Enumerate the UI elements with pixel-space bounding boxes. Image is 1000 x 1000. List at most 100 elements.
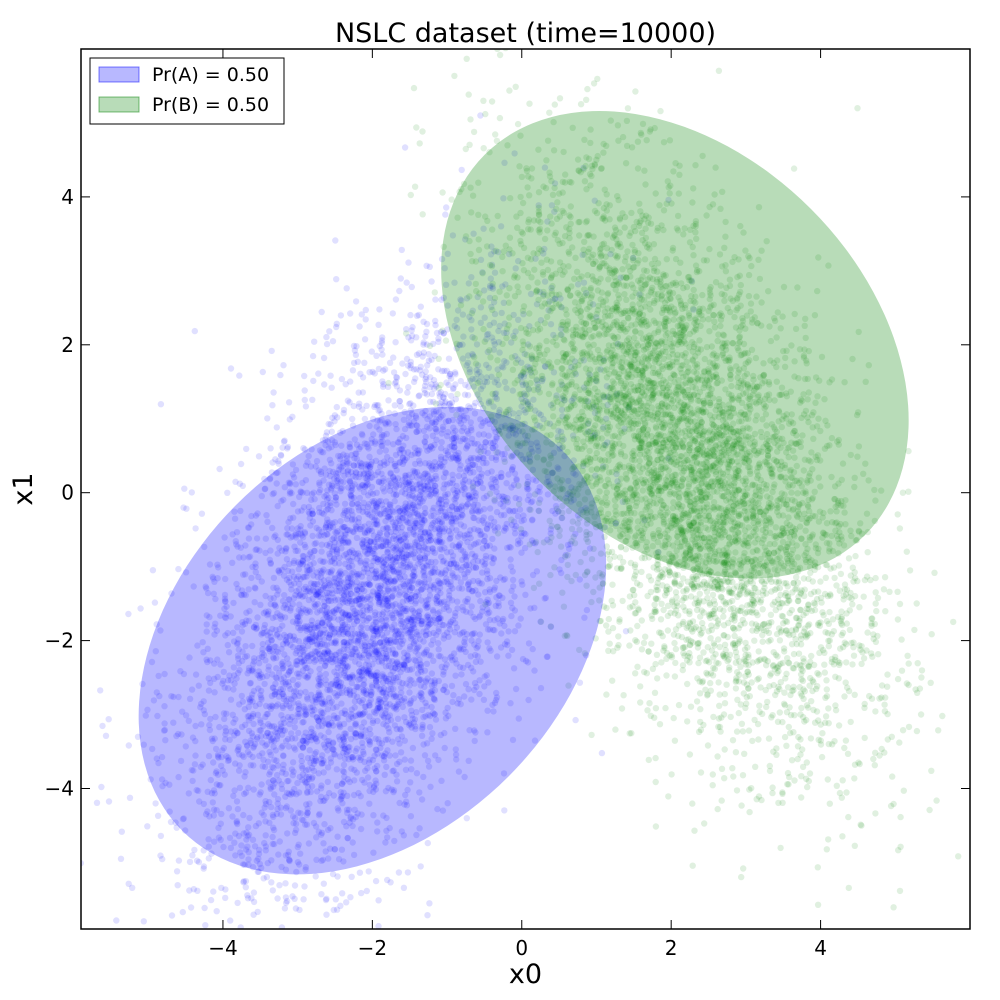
data-point bbox=[580, 462, 587, 470]
data-point bbox=[389, 519, 396, 526]
data-point bbox=[408, 283, 415, 291]
data-point bbox=[328, 652, 336, 660]
data-point bbox=[349, 415, 356, 423]
data-point bbox=[422, 538, 429, 545]
data-point bbox=[325, 649, 332, 656]
data-point bbox=[297, 850, 304, 857]
data-point bbox=[193, 786, 200, 794]
data-point bbox=[126, 794, 134, 801]
data-point bbox=[238, 723, 246, 731]
data-point bbox=[326, 589, 333, 597]
data-point bbox=[351, 610, 358, 618]
data-point bbox=[350, 359, 358, 367]
data-point bbox=[461, 532, 468, 539]
data-point bbox=[407, 697, 415, 704]
data-point bbox=[320, 655, 327, 663]
data-point bbox=[393, 374, 400, 381]
data-point bbox=[183, 505, 190, 512]
data-point bbox=[302, 403, 310, 410]
data-point bbox=[505, 432, 512, 439]
data-point bbox=[388, 626, 396, 633]
data-point bbox=[264, 415, 271, 422]
data-point bbox=[294, 613, 302, 621]
data-point bbox=[290, 633, 297, 640]
data-point bbox=[342, 730, 349, 737]
data-point bbox=[403, 355, 411, 363]
data-point bbox=[586, 371, 593, 378]
data-point bbox=[335, 616, 342, 623]
data-point bbox=[190, 886, 197, 893]
data-point bbox=[304, 805, 311, 812]
data-point bbox=[315, 717, 322, 724]
data-point bbox=[415, 614, 422, 622]
data-point bbox=[445, 381, 452, 388]
data-point bbox=[234, 747, 241, 754]
data-point bbox=[480, 459, 487, 467]
data-point bbox=[260, 722, 267, 730]
data-point bbox=[430, 657, 437, 664]
data-point bbox=[471, 686, 478, 694]
data-point bbox=[399, 552, 406, 560]
data-point bbox=[547, 321, 555, 328]
data-point bbox=[277, 371, 284, 379]
data-point bbox=[195, 858, 203, 866]
data-point bbox=[330, 750, 338, 758]
data-point bbox=[271, 602, 278, 609]
data-point bbox=[381, 366, 389, 373]
data-point bbox=[423, 391, 431, 398]
data-point bbox=[499, 617, 506, 625]
data-point bbox=[331, 689, 338, 697]
data-point bbox=[374, 556, 381, 563]
data-point bbox=[333, 587, 340, 595]
data-point bbox=[222, 894, 229, 902]
data-point bbox=[281, 905, 289, 912]
data-point bbox=[279, 641, 287, 648]
data-point bbox=[507, 599, 515, 606]
data-point bbox=[435, 338, 442, 345]
data-point bbox=[262, 657, 269, 664]
data-point bbox=[419, 706, 426, 714]
data-point bbox=[264, 859, 271, 867]
data-point bbox=[363, 617, 370, 624]
data-point bbox=[407, 526, 414, 533]
data-point bbox=[440, 671, 447, 678]
data-point bbox=[326, 467, 333, 475]
data-point bbox=[457, 462, 464, 469]
data-point bbox=[236, 372, 243, 379]
data-point bbox=[242, 789, 250, 796]
data-point bbox=[374, 500, 381, 507]
data-point bbox=[400, 507, 407, 514]
data-point bbox=[495, 599, 502, 607]
data-point bbox=[464, 581, 472, 589]
data-point bbox=[372, 877, 380, 885]
data-point bbox=[179, 815, 187, 823]
data-point bbox=[529, 516, 536, 523]
data-point bbox=[458, 427, 466, 435]
data-point bbox=[432, 518, 439, 525]
data-point bbox=[301, 883, 308, 890]
data-point bbox=[357, 443, 364, 451]
data-point bbox=[425, 351, 432, 358]
data-point bbox=[378, 337, 386, 344]
data-point bbox=[380, 367, 387, 374]
data-point bbox=[399, 360, 406, 367]
data-point bbox=[105, 798, 113, 805]
data-point bbox=[237, 460, 245, 468]
data-point bbox=[250, 889, 258, 896]
data-point bbox=[515, 409, 523, 417]
data-point bbox=[346, 585, 354, 593]
data-point bbox=[408, 605, 415, 613]
data-point bbox=[341, 773, 348, 780]
data-point bbox=[294, 508, 302, 515]
data-point bbox=[461, 491, 468, 498]
data-point bbox=[290, 474, 298, 481]
data-point bbox=[403, 563, 410, 570]
data-point bbox=[291, 882, 299, 889]
data-point bbox=[383, 703, 390, 710]
data-point bbox=[302, 711, 310, 718]
data-point bbox=[303, 821, 311, 828]
data-point bbox=[457, 504, 464, 511]
data-point bbox=[294, 843, 301, 851]
data-point bbox=[222, 724, 229, 731]
data-point bbox=[470, 564, 477, 571]
